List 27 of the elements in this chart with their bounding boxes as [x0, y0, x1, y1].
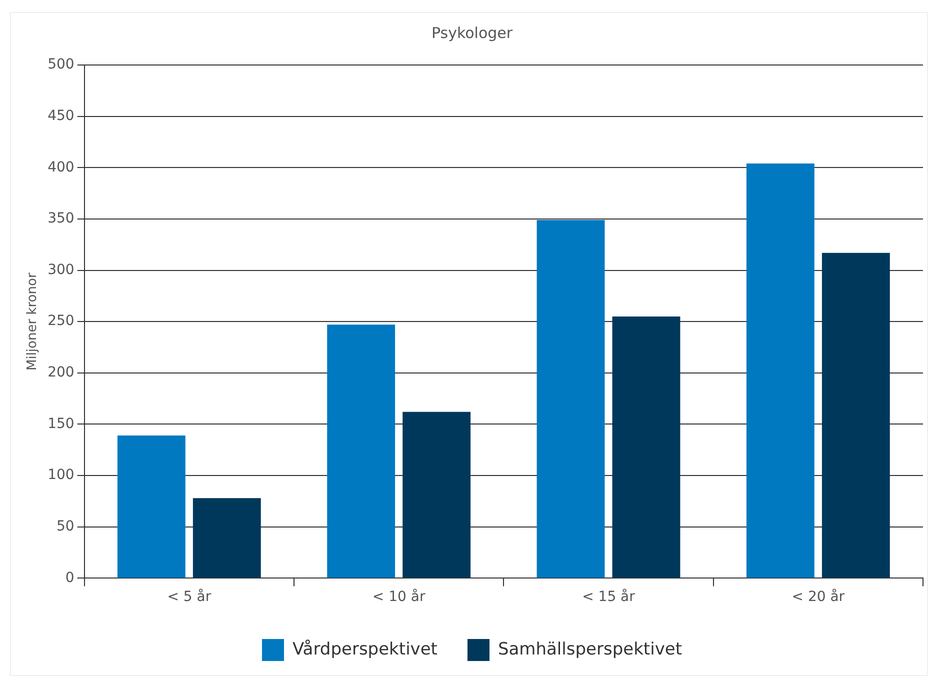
bar: [746, 164, 814, 578]
y-tick-label: 200: [48, 364, 74, 381]
bar: [402, 412, 471, 578]
x-tick-label: < 10 år: [372, 588, 426, 606]
y-tick-label: 50: [56, 518, 74, 535]
x-tick-label: < 20 år: [792, 588, 845, 606]
bar: [327, 324, 396, 578]
y-tick-label: 450: [48, 108, 74, 124]
y-tick-label: 300: [48, 262, 74, 278]
y-tick-label: 400: [48, 159, 74, 176]
legend-label: Vårdperspektivet: [292, 639, 438, 660]
x-tick-label: < 15 år: [582, 588, 636, 606]
y-tick-label: 500: [48, 56, 74, 73]
bar: [192, 498, 261, 578]
bar: [536, 220, 605, 578]
legend-label: Samhällsperspektivet: [498, 639, 682, 660]
y-axis-title: Miljoner kronor: [25, 272, 40, 371]
chart-title: Psykologer: [431, 24, 514, 42]
y-tick-label: 150: [48, 416, 74, 432]
y-tick-label: 250: [48, 313, 74, 330]
y-tick-label: 350: [48, 210, 74, 227]
x-tick-label: < 5 år: [167, 588, 212, 606]
y-tick-label: 100: [48, 467, 74, 484]
bar: [612, 316, 680, 578]
bar: [117, 436, 186, 578]
y-tick-label: 0: [65, 570, 74, 586]
bar: [822, 252, 890, 578]
